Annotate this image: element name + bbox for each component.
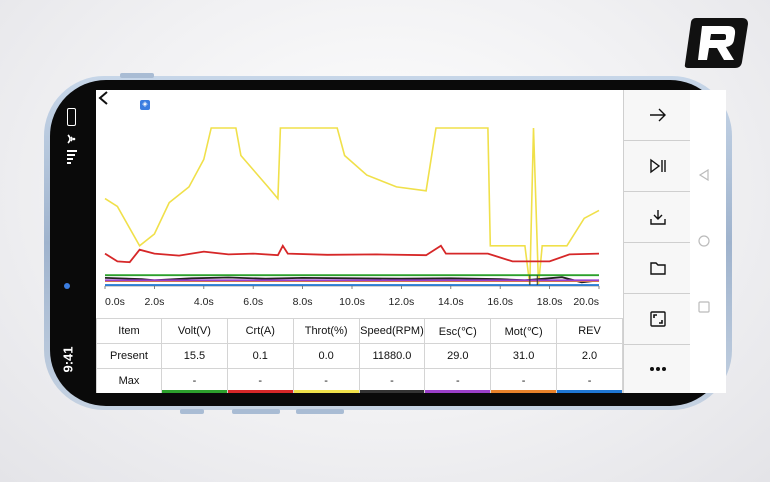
table-cell: 29.0 <box>424 343 492 369</box>
more-icon <box>649 367 666 371</box>
cell-value: - <box>521 375 526 387</box>
x-tick-label: 0.0s <box>105 296 125 308</box>
play-pause-icon <box>649 158 666 174</box>
battery-icon <box>67 108 76 126</box>
series-swatch <box>293 390 359 393</box>
next-button[interactable] <box>624 90 690 141</box>
location-icon <box>64 283 70 289</box>
series-swatch <box>491 390 557 393</box>
table-cell: 2.0 <box>556 343 623 369</box>
table-cell: - <box>556 368 623 393</box>
cell-value: - <box>390 375 394 387</box>
series-line <box>104 244 600 264</box>
series-swatch <box>557 390 622 393</box>
table-cell: - <box>424 368 492 393</box>
x-tick-label: 16.0s <box>487 296 513 308</box>
table-header-row: Item Volt(V) Crt(A) Throt(%) Speed(RPM) … <box>96 318 623 344</box>
download-icon <box>649 210 666 225</box>
cell-value: - <box>192 375 197 387</box>
arrow-right-icon <box>649 108 666 122</box>
x-tick-label: 14.0s <box>438 296 464 308</box>
series-swatch <box>227 390 293 393</box>
expand-button[interactable] <box>624 294 690 345</box>
phone-button <box>180 409 204 414</box>
phone-button <box>120 73 154 78</box>
cell-value: - <box>324 375 328 387</box>
series-swatch <box>162 390 227 393</box>
x-tick-label: 8.0s <box>293 296 313 308</box>
table-cell: 0.0 <box>292 343 360 369</box>
x-tick-label: 12.0s <box>389 296 415 308</box>
android-nav-bar <box>690 90 726 393</box>
table-cell: Max <box>96 368 162 393</box>
recents-square-icon[interactable] <box>698 301 710 313</box>
table-cell: - <box>292 368 360 393</box>
table-header-cell: Volt(V) <box>161 318 228 344</box>
table-header-cell: Speed(RPM) <box>358 318 426 344</box>
table-header-cell: REV <box>556 318 623 344</box>
line-chart: 0.0s 2.0s 4.0s 6.0s 8.0s 10.0s 12.0s 14.0s 16.0s… <box>96 90 623 318</box>
series-line <box>104 127 600 286</box>
x-tick-label: 20.0s <box>573 296 599 308</box>
table-row-max: Max - - - - - - - <box>96 368 623 393</box>
folder-button[interactable] <box>624 243 690 294</box>
r-logo <box>684 18 748 68</box>
home-circle-icon[interactable] <box>698 235 710 247</box>
table-header-cell: Mot(℃) <box>490 318 558 344</box>
x-tick-label: 4.0s <box>194 296 214 308</box>
table-header-cell: Crt(A) <box>226 318 294 344</box>
table-cell: 0.1 <box>226 343 294 369</box>
back-triangle-icon[interactable] <box>698 169 710 181</box>
expand-icon <box>649 311 666 327</box>
x-tick-label: 18.0s <box>537 296 563 308</box>
back-arrow-icon[interactable] <box>96 90 110 106</box>
wifi-icon <box>66 132 78 147</box>
table-cell: - <box>490 368 558 393</box>
series-swatch <box>359 390 425 393</box>
x-tick-label: 2.0s <box>144 296 164 308</box>
table-cell: 31.0 <box>490 343 558 369</box>
series-swatch <box>425 390 491 393</box>
more-button[interactable] <box>624 345 690 393</box>
table-header-cell: Esc(℃) <box>424 318 492 344</box>
chart-svg: 0.0s 2.0s 4.0s 6.0s 8.0s 10.0s 12.0s 14.0s 16.0s… <box>104 127 600 308</box>
cell-value: - <box>455 375 460 387</box>
table-cell: - <box>161 368 228 393</box>
table-cell: - <box>226 368 294 393</box>
download-button[interactable] <box>624 192 690 243</box>
play-pause-button[interactable] <box>624 141 690 192</box>
cell-value: - <box>587 375 592 387</box>
connection-badge-icon: ◈ <box>140 100 150 110</box>
table-row-present: Present 15.5 0.1 0.0 11880.0 29.0 31.0 2… <box>96 343 623 369</box>
telemetry-table: Item Volt(V) Crt(A) Throt(%) Speed(RPM) … <box>96 318 623 393</box>
cell-value: - <box>258 375 263 387</box>
table-cell: - <box>358 368 426 393</box>
status-time: 9:41 <box>60 346 76 373</box>
phone-button <box>296 409 344 414</box>
signal-icon <box>67 150 77 167</box>
x-tick-label: 10.0s <box>339 296 365 308</box>
table-header-cell: Item <box>96 318 162 344</box>
screen: 0.0s 2.0s 4.0s 6.0s 8.0s 10.0s 12.0s 14.0s 16.0s… <box>96 90 690 393</box>
phone-button <box>232 409 280 414</box>
x-tick-label: 6.0s <box>243 296 263 308</box>
table-cell: 11880.0 <box>358 343 426 369</box>
folder-icon <box>649 262 666 275</box>
table-cell: Present <box>96 343 162 369</box>
table-cell: 15.5 <box>161 343 228 369</box>
table-header-cell: Throt(%) <box>292 318 360 344</box>
side-toolbar <box>623 90 690 393</box>
